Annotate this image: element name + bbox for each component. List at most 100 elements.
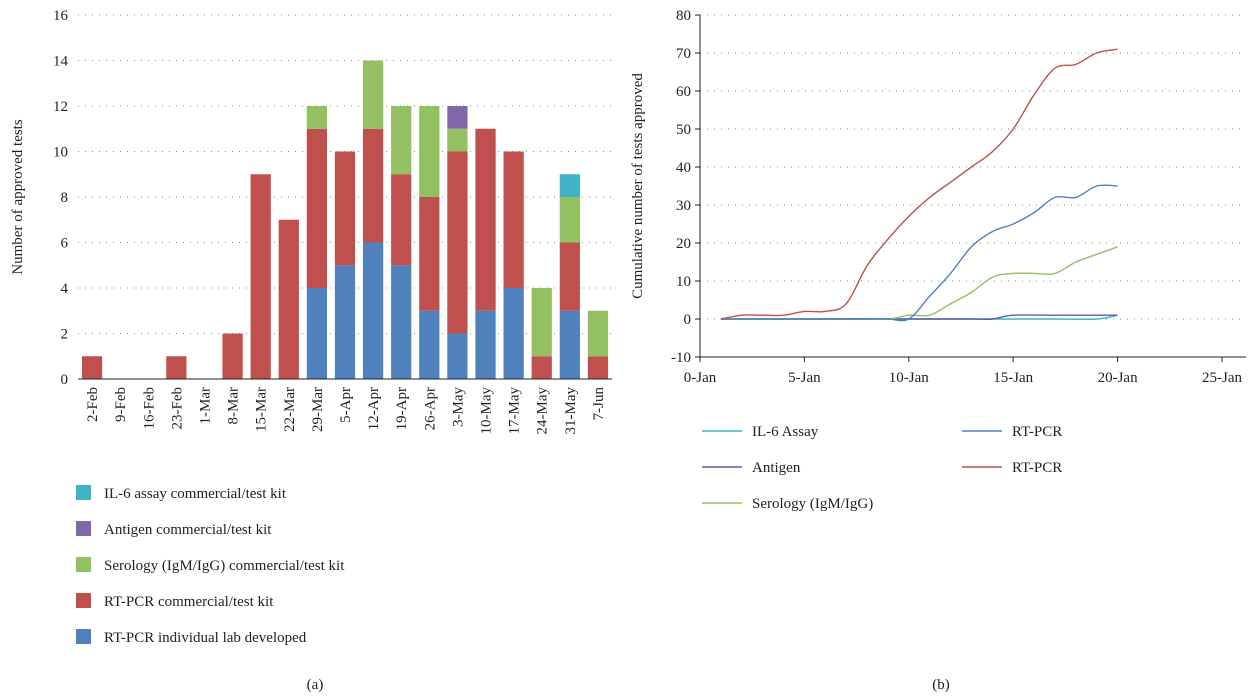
- bar-segment: [166, 356, 187, 379]
- y-tick-label: 70: [676, 46, 691, 62]
- x-tick-label: 29-Mar: [310, 387, 326, 432]
- legend-swatch: [76, 557, 91, 572]
- bar-segment: [419, 197, 440, 311]
- y-tick-label: 0: [61, 372, 69, 388]
- y-tick-label: 50: [676, 122, 691, 138]
- bar-segment: [447, 333, 468, 379]
- y-tick-label: 14: [53, 54, 69, 70]
- legend-label: RT-PCR: [1012, 460, 1062, 476]
- bar-segment: [362, 128, 384, 243]
- bar-segment: [306, 128, 328, 288]
- y-tick-label: 80: [676, 8, 691, 24]
- y-tick-label: 4: [61, 281, 69, 297]
- bar-segment: [447, 151, 468, 334]
- x-tick-label: 5-Jan: [788, 370, 821, 386]
- bar-segment: [334, 265, 356, 379]
- x-tick-label: 23-Feb: [169, 387, 185, 430]
- x-tick-label: 24-May: [535, 387, 551, 435]
- y-tick-label: 2: [61, 327, 69, 343]
- bar-segment: [419, 310, 440, 379]
- y-tick-label: 10: [53, 145, 68, 161]
- bar-segment: [559, 242, 580, 311]
- y-tick-label: 12: [53, 99, 68, 115]
- gridlines-b: [695, 14, 1246, 358]
- legend-a: IL-6 assay commercial/test kit Antigen co…: [76, 485, 345, 646]
- bar-segment: [362, 242, 384, 379]
- bar-segment: [559, 310, 580, 379]
- legend-label: RT-PCR commercial/test kit: [104, 594, 274, 610]
- y-tick-label: 0: [684, 312, 692, 328]
- legend-label: Serology (IgM/IgG) commercial/test kit: [104, 558, 345, 574]
- legend-label: IL-6 assay commercial/test kit: [104, 486, 287, 502]
- bar-segment: [559, 197, 580, 243]
- y-axis-label-b: Cumulative number of tests approved: [630, 73, 646, 299]
- x-tick-label: 3-May: [450, 387, 466, 427]
- y-tick-label: 16: [53, 8, 69, 24]
- bar-segment: [475, 310, 496, 379]
- x-tick-label: 17-May: [507, 387, 523, 435]
- x-tick-label: 15-Mar: [254, 387, 270, 432]
- legend-label: RT-PCR individual lab developed: [104, 630, 307, 646]
- series-line: [720, 48, 1118, 320]
- y-tick-label: 8: [61, 190, 69, 206]
- bar-segment: [334, 151, 356, 266]
- x-tick-label: 25-Jan: [1202, 370, 1242, 386]
- legend-swatch: [76, 521, 91, 536]
- legend-b: IL-6 Assay Antigen Serology (IgM/IgG) RT-PC…: [702, 424, 1062, 512]
- caption-b: (b): [932, 677, 950, 693]
- x-tick-label: 15-Jan: [993, 370, 1033, 386]
- x-tick-label: 19-Apr: [394, 387, 410, 430]
- legend-swatch: [76, 485, 91, 500]
- legend-label: IL-6 Assay: [752, 424, 819, 440]
- bar-segment: [503, 288, 524, 379]
- bars-a: [81, 60, 609, 379]
- legend-swatch: [76, 629, 91, 644]
- caption-a: (a): [307, 677, 324, 693]
- y-tick-label: 40: [676, 160, 691, 176]
- x-tick-labels-b: 0-Jan 5-Jan 10-Jan 15-Jan 20-Jan 25-Jan: [684, 357, 1242, 386]
- line-chart-b: Cumulative number of tests approved -100…: [630, 8, 1246, 693]
- bar-segment: [306, 106, 328, 129]
- x-tick-label: 26-Apr: [422, 387, 438, 430]
- legend-label: Antigen commercial/test kit: [104, 522, 272, 538]
- bar-segment: [531, 288, 552, 357]
- bar-segment: [391, 265, 412, 379]
- bar-chart-a: Number of approved tests 0 2 4 6 8 10 12 14 16 2…: [10, 8, 612, 693]
- x-tick-label: 22-Mar: [282, 387, 298, 432]
- y-tick-label: 6: [61, 236, 69, 252]
- bar-segment: [391, 174, 412, 266]
- bar-segment: [531, 356, 552, 379]
- y-tick-label: 30: [676, 198, 691, 214]
- y-axis-label-a: Number of approved tests: [10, 119, 26, 275]
- x-tick-label: 31-May: [563, 387, 579, 435]
- legend-label: RT-PCR: [1012, 424, 1062, 440]
- x-tick-label: 1-Mar: [197, 387, 213, 425]
- bar-segment: [391, 106, 412, 175]
- x-tick-labels-a: 2-Feb 9-Feb 16-Feb 23-Feb 1-Mar 8-Mar 15-Mar 22…: [85, 387, 607, 435]
- legend-label: Serology (IgM/IgG): [752, 496, 873, 512]
- y-tick-label: 10: [676, 274, 691, 290]
- bar-segment: [587, 356, 609, 379]
- x-tick-label: 9-Feb: [113, 387, 129, 422]
- bar-segment: [306, 288, 328, 379]
- bar-segment: [278, 219, 299, 379]
- legend-swatch: [76, 593, 91, 608]
- series-line: [720, 184, 1118, 322]
- bar-segment: [559, 174, 580, 197]
- x-tick-label: 0-Jan: [684, 370, 717, 386]
- x-tick-label: 12-Apr: [366, 387, 382, 430]
- y-tick-labels-a: 0 2 4 6 8 10 12 14 16: [53, 8, 69, 388]
- bar-segment: [222, 333, 243, 379]
- x-tick-label: 10-Jan: [889, 370, 929, 386]
- x-tick-label: 20-Jan: [1098, 370, 1138, 386]
- bar-segment: [447, 106, 468, 129]
- y-tick-label: -10: [671, 350, 691, 366]
- x-tick-label: 10-May: [479, 387, 495, 435]
- bar-segment: [503, 151, 524, 288]
- y-tick-label: 20: [676, 236, 691, 252]
- bar-segment: [81, 356, 103, 379]
- bar-segment: [447, 128, 468, 152]
- x-tick-label: 7-Jun: [591, 387, 607, 421]
- series-lines-b: [720, 48, 1118, 322]
- legend-label: Antigen: [752, 460, 801, 476]
